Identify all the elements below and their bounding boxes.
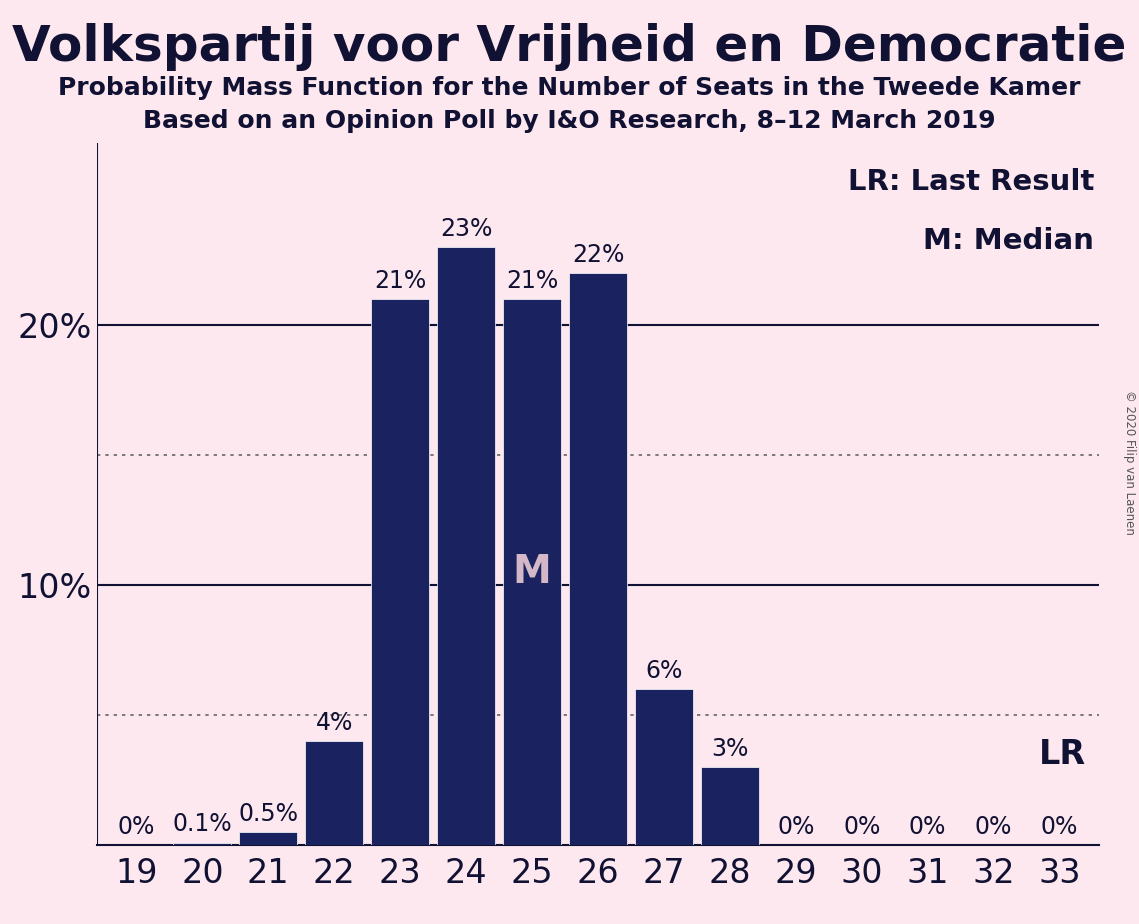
Text: LR: LR [1039,738,1085,771]
Text: M: M [513,553,551,591]
Text: 21%: 21% [506,269,558,293]
Bar [503,299,562,845]
Text: 0%: 0% [117,815,155,839]
Bar [239,833,297,845]
Text: 0%: 0% [1041,815,1079,839]
Text: 21%: 21% [374,269,426,293]
Bar [634,689,693,845]
Bar [371,299,429,845]
Text: 22%: 22% [572,243,624,267]
Text: Based on an Opinion Poll by I&O Research, 8–12 March 2019: Based on an Opinion Poll by I&O Research… [144,109,995,133]
Text: 6%: 6% [645,659,682,683]
Text: M: Median: M: Median [924,227,1095,256]
Text: 4%: 4% [316,711,353,735]
Text: LR: Last Result: LR: Last Result [847,168,1095,196]
Text: 0%: 0% [843,815,880,839]
Text: 23%: 23% [440,217,492,241]
Text: 0%: 0% [975,815,1013,839]
Text: Probability Mass Function for the Number of Seats in the Tweede Kamer: Probability Mass Function for the Number… [58,76,1081,100]
Bar [305,741,363,845]
Bar [570,274,626,845]
Text: 0%: 0% [777,815,814,839]
Text: 3%: 3% [711,737,748,761]
Text: 0.1%: 0.1% [172,812,232,836]
Bar [437,248,495,845]
Text: 0.5%: 0.5% [238,802,298,826]
Bar [173,843,231,845]
Text: © 2020 Filip van Laenen: © 2020 Filip van Laenen [1123,390,1137,534]
Text: Volkspartij voor Vrijheid en Democratie: Volkspartij voor Vrijheid en Democratie [13,23,1126,71]
Text: 0%: 0% [909,815,947,839]
Bar [700,768,759,845]
